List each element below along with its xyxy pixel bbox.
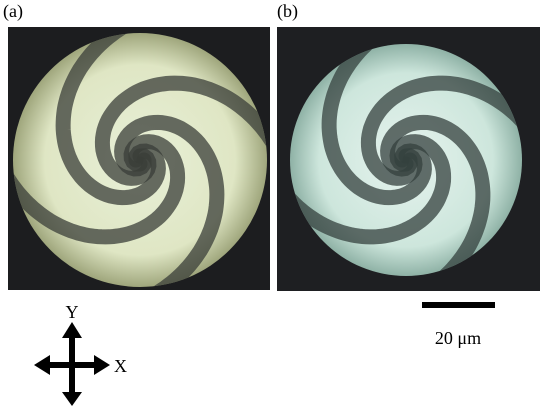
axis-arrows xyxy=(34,322,110,406)
panel-label: (b) xyxy=(277,1,298,22)
figure: (a) (b) 20 μm Y X xyxy=(0,0,547,409)
x-axis-label: X xyxy=(114,356,127,376)
scale-bar xyxy=(422,302,495,308)
scale-label: 20 μm xyxy=(435,328,481,348)
y-axis-label: Y xyxy=(66,302,79,322)
panel-label: (a) xyxy=(3,1,23,22)
